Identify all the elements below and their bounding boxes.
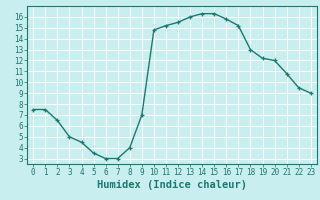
X-axis label: Humidex (Indice chaleur): Humidex (Indice chaleur)	[97, 180, 247, 190]
